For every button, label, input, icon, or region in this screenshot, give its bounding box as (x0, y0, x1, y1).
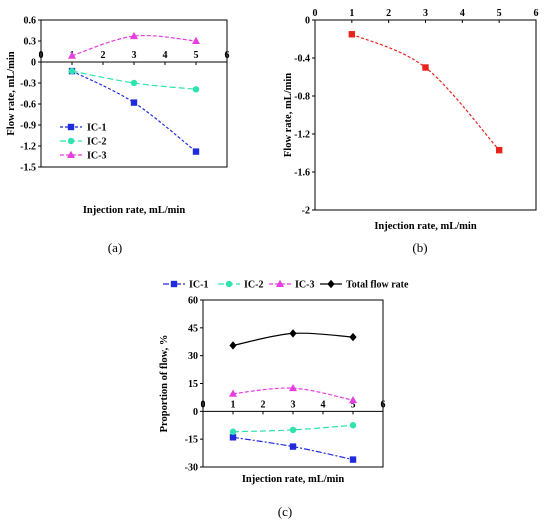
data-point (349, 456, 357, 463)
y-axis-label: Proportion of flow, % (159, 335, 170, 433)
data-point (130, 99, 138, 106)
x-tick-label: 2 (386, 8, 391, 19)
y-tick-label: 0.6 (24, 16, 37, 27)
x-tick-label: 5 (194, 50, 199, 61)
panel-label: (c) (278, 504, 292, 519)
plot-frame (40, 19, 228, 168)
x-axis-label: Injection rate, mL/min (374, 221, 477, 232)
y-tick-label: -1.2 (294, 130, 310, 141)
data-point (130, 31, 138, 40)
data-point (229, 341, 237, 350)
y-tick-label: 60 (188, 296, 198, 307)
data-point (348, 31, 356, 38)
data-point (289, 383, 297, 392)
legend-label: IC-1 (189, 280, 208, 291)
legend-label: IC-3 (295, 280, 314, 291)
panel-label: (a) (108, 240, 122, 255)
data-point (192, 86, 200, 93)
x-tick-label: 0 (39, 50, 44, 61)
data-point (192, 36, 200, 44)
data-point (349, 422, 357, 429)
legend-marker (225, 280, 233, 288)
plot-frame (202, 299, 384, 468)
x-tick-label: 5 (351, 399, 356, 410)
chart-b: 0 1 2 3 4 5 6 0 -0.4 -0.8 -1.2 -1.6 -2 Injection rate… (283, 8, 539, 255)
legend-label: IC-2 (87, 137, 106, 148)
data-point (422, 64, 429, 71)
x-tick-label: 2 (261, 399, 266, 410)
y-tick-label: -1.5 (20, 163, 36, 174)
legend-label: IC-2 (244, 280, 263, 291)
y-tick-label: -1.6 (294, 168, 310, 179)
legend-marker (276, 279, 284, 287)
data-point (349, 396, 357, 404)
data-point (495, 146, 503, 154)
x-tick-label: 4 (163, 50, 168, 61)
y-tick-label: -0.3 (20, 79, 36, 90)
data-point (130, 79, 138, 87)
plot-frame (314, 19, 537, 211)
legend-label: Total flow rate (346, 280, 409, 291)
panel-label: (b) (412, 240, 427, 255)
x-tick-label: 6 (534, 8, 539, 19)
y-tick-label: 0 (31, 58, 36, 69)
y-axis-label: Flow rate, mL/min (283, 73, 294, 157)
x-tick-label: 5 (497, 8, 502, 19)
x-tick-label: 4 (321, 399, 326, 410)
y-tick-label: -1.2 (20, 142, 36, 153)
x-tick-label: 6 (225, 50, 230, 61)
y-tick-label: 45 (188, 323, 198, 334)
data-point (192, 148, 200, 155)
y-tick-label: -2 (302, 206, 310, 217)
x-tick-label: 0 (313, 8, 318, 19)
data-point (229, 434, 237, 441)
data-point (68, 67, 76, 75)
x-tick-label: 6 (381, 399, 386, 410)
x-tick-label: 4 (460, 8, 465, 19)
y-tick-label: 0.3 (24, 37, 37, 48)
legend-marker (327, 279, 335, 289)
legend-label: IC-3 (87, 151, 106, 162)
y-tick-label: -0.6 (20, 100, 36, 111)
x-tick-label: 3 (132, 50, 137, 61)
y-tick-label: -0.8 (294, 92, 310, 103)
series-line-flow (351, 33, 500, 151)
y-tick-label: 0 (305, 16, 310, 27)
y-axis-label: Flow rate, mL/min (6, 51, 17, 135)
x-tick-label: 0 (201, 399, 206, 410)
x-tick-label: 1 (231, 399, 236, 410)
legend-marker (170, 280, 178, 288)
chart-a: 01234560.60.30-0.3-0.6-0.9-1.2-1.5Inject… (6, 16, 230, 256)
data-point (349, 332, 357, 342)
x-tick-label: 2 (101, 50, 106, 61)
legend-label: IC-1 (87, 123, 106, 134)
y-tick-label: -30 (185, 463, 198, 474)
y-tick-label: 15 (188, 379, 198, 390)
data-point (289, 426, 297, 434)
y-tick-label: 30 (188, 351, 198, 362)
legend-marker (67, 150, 75, 158)
data-point (68, 51, 76, 59)
y-tick-label: -0.4 (294, 54, 310, 65)
y-tick-label: -15 (185, 435, 198, 446)
x-axis-label: Injection rate, mL/min (83, 205, 186, 216)
x-tick-label: 3 (291, 399, 296, 410)
data-point (289, 329, 297, 338)
series-line-ic-2 (232, 424, 354, 433)
legend-marker (67, 123, 75, 131)
legend-marker (67, 137, 75, 145)
x-axis-label: Injection rate, mL/min (242, 474, 345, 485)
data-point (289, 443, 297, 450)
series-line-ic-1 (71, 70, 197, 153)
x-tick-label: 1 (349, 8, 354, 19)
y-tick-label: 0 (193, 407, 198, 418)
x-tick-label: 3 (423, 8, 428, 19)
data-point (229, 389, 237, 397)
data-point (229, 428, 237, 435)
series-line-ic-3 (71, 34, 197, 57)
y-tick-label: -0.9 (20, 121, 36, 132)
